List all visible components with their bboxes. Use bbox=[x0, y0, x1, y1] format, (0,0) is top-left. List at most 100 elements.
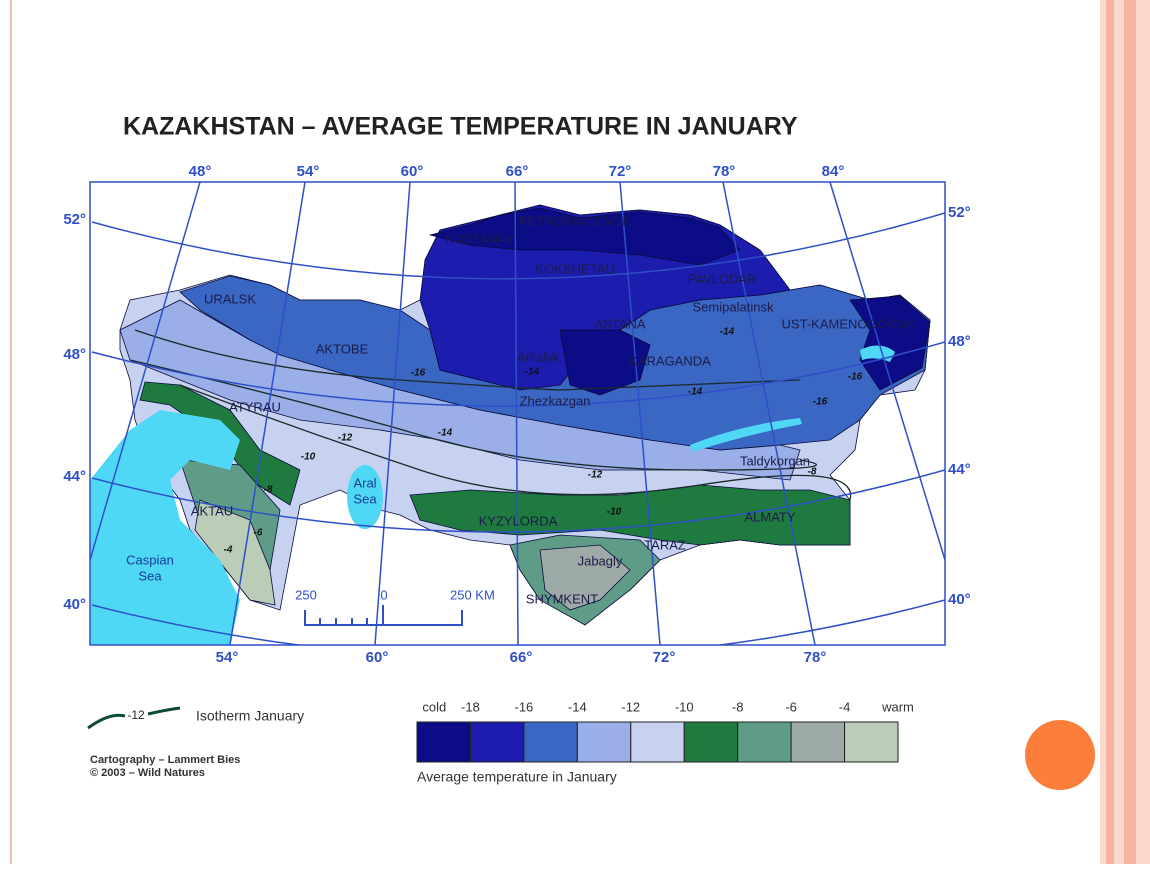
isotherm-label: -8 bbox=[264, 485, 273, 496]
temperature-zone bbox=[139, 381, 301, 506]
water-label: Aral bbox=[353, 475, 376, 490]
legend-swatch bbox=[523, 721, 578, 763]
isotherm-line bbox=[134, 329, 801, 391]
latitude-label: 52° bbox=[63, 211, 86, 228]
longitude-line bbox=[619, 182, 661, 645]
scale-bar bbox=[304, 605, 463, 626]
legend-tick-label: -18 bbox=[461, 699, 480, 714]
latitude-label: 40° bbox=[948, 591, 971, 608]
place-label: UST-KAMENOGORSK bbox=[782, 316, 915, 331]
lake-balkhash bbox=[690, 418, 802, 452]
temperature-zone bbox=[849, 295, 931, 391]
longitude-label: 72° bbox=[653, 649, 676, 666]
longitude-label: 84° bbox=[822, 163, 845, 180]
place-label: ALMATY bbox=[744, 509, 795, 524]
longitude-label: 60° bbox=[401, 163, 424, 180]
legend-tick-label: -4 bbox=[839, 699, 851, 714]
legend-end-label: warm bbox=[881, 699, 914, 714]
legend-tick-label: -14 bbox=[568, 699, 587, 714]
temperature-zone bbox=[194, 499, 276, 606]
legend-swatch bbox=[416, 721, 471, 763]
longitude-label: 54° bbox=[216, 649, 239, 666]
scale-label: 250 KM bbox=[450, 587, 495, 602]
credit: Cartography – Lammert Bies bbox=[90, 754, 240, 766]
isotherm-label: -10 bbox=[607, 507, 622, 518]
longitude-line bbox=[374, 182, 411, 645]
water-label: Sea bbox=[138, 568, 162, 583]
side-stripe bbox=[1106, 0, 1114, 864]
longitude-line bbox=[722, 182, 816, 645]
place-label: KOSTANAY bbox=[446, 231, 515, 246]
temperature-zone bbox=[559, 329, 651, 396]
place-label: Semipalatinsk bbox=[693, 299, 774, 314]
isotherm-sample-label: -12 bbox=[127, 708, 145, 722]
isotherm-label: -12 bbox=[338, 433, 353, 444]
place-label: KOKSHETAU bbox=[535, 261, 614, 276]
legend-tick-label: -6 bbox=[785, 699, 797, 714]
legend-swatch bbox=[737, 721, 792, 763]
scale-label: 250 bbox=[295, 587, 317, 602]
place-label: Jabagly bbox=[578, 553, 623, 568]
latitude-label: 48° bbox=[948, 333, 971, 350]
temperature-zone bbox=[539, 544, 631, 611]
place-label: ASTANA bbox=[594, 316, 645, 331]
legend-swatch bbox=[790, 721, 846, 763]
legend-end-label: cold bbox=[422, 699, 446, 714]
latitude-label: 40° bbox=[63, 596, 86, 613]
place-label: KYZYLORDA bbox=[479, 513, 558, 528]
place-label: Taldykorgan bbox=[740, 453, 810, 468]
legend-swatch bbox=[630, 721, 685, 763]
legend-swatch bbox=[576, 721, 632, 763]
side-stripe bbox=[1124, 0, 1136, 864]
map-frame bbox=[89, 181, 946, 646]
map-labels: 48° 54° 60° 66° 72° 78° 84° 54° 60° 66° 72° 78° 52° 4… bbox=[63, 163, 970, 666]
place-label: Zhezkazgan bbox=[520, 393, 591, 408]
map bbox=[90, 182, 945, 645]
isotherm-label: -4 bbox=[224, 545, 233, 556]
caspian-sea bbox=[90, 410, 240, 645]
isotherm-label: -16 bbox=[411, 368, 426, 379]
decor-circle bbox=[1025, 720, 1095, 790]
isotherm-label: -6 bbox=[254, 528, 263, 539]
left-rule bbox=[10, 0, 12, 864]
place-label: URALSK bbox=[204, 291, 256, 306]
longitude-label: 48° bbox=[189, 163, 212, 180]
isotherm-label: -14 bbox=[525, 367, 540, 378]
latitude-label: 48° bbox=[63, 346, 86, 363]
legend-swatch bbox=[683, 721, 739, 763]
place-label: PETROPAVLOVSK bbox=[519, 213, 632, 228]
longitude-label: 60° bbox=[366, 649, 389, 666]
isotherm-label: -14 bbox=[438, 428, 453, 439]
scale-label: 0 bbox=[380, 587, 387, 602]
water-label: Caspian bbox=[126, 552, 174, 567]
longitude-label: 66° bbox=[506, 163, 529, 180]
legend-swatch bbox=[844, 721, 899, 763]
scale-caption: Average temperature in January bbox=[417, 769, 617, 785]
isotherm-label: -10 bbox=[301, 452, 316, 463]
credit: © 2003 – Wild Natures bbox=[90, 767, 205, 779]
legend-tick-label: -12 bbox=[621, 699, 640, 714]
isotherm-label: -16 bbox=[848, 372, 863, 383]
latitude-line bbox=[91, 341, 945, 407]
isotherm-line bbox=[129, 359, 817, 471]
legend-swatch bbox=[469, 721, 525, 763]
isotherm-label: -16 bbox=[813, 397, 828, 408]
isotherm-line bbox=[179, 384, 852, 501]
place-label: TARAZ bbox=[644, 537, 686, 552]
place-label: Arkalyk bbox=[517, 349, 560, 364]
longitude-label: 72° bbox=[609, 163, 632, 180]
temperature-zone bbox=[409, 484, 851, 546]
place-label: SHYMKENT bbox=[526, 591, 598, 606]
longitude-label: 78° bbox=[713, 163, 736, 180]
latitude-label: 44° bbox=[63, 468, 86, 485]
longitude-line bbox=[829, 182, 945, 561]
temperature-zone bbox=[429, 207, 741, 266]
latitude-line bbox=[91, 212, 945, 280]
water-label: Sea bbox=[353, 491, 377, 506]
place-label: KARAGANDA bbox=[629, 353, 711, 368]
isotherm-text: Isotherm January bbox=[196, 708, 304, 724]
legend-tick-label: -10 bbox=[675, 699, 694, 714]
isotherm-label: -14 bbox=[688, 387, 703, 398]
latitude-line bbox=[91, 469, 945, 533]
